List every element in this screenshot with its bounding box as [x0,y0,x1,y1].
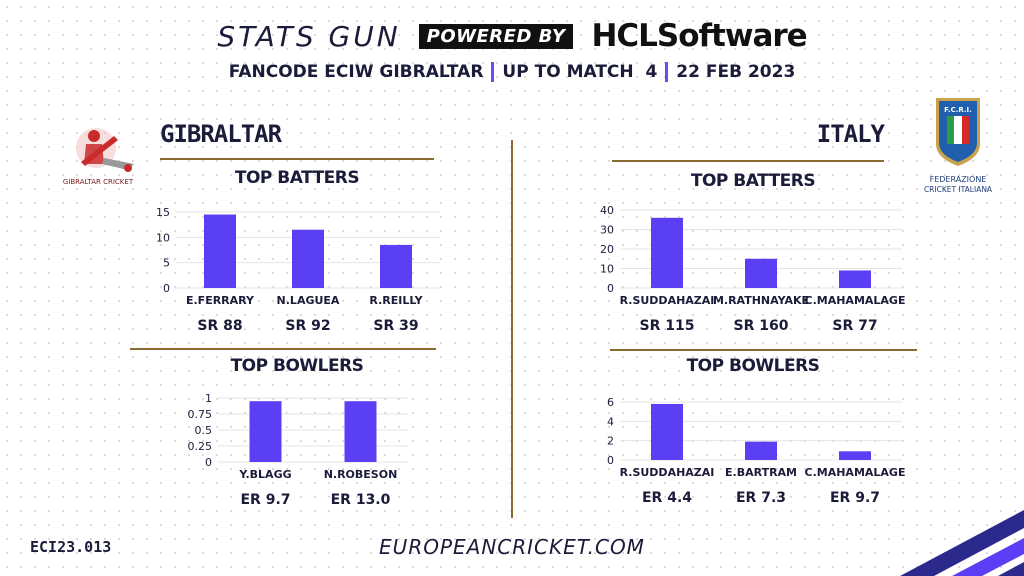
bar [380,244,412,288]
header-title: STATS GUN POWERED BY HCLSoftware [0,14,1024,58]
rate-label: ER 7.3 [736,490,786,506]
rate-label: SR 115 [640,318,695,334]
category-label: E.BARTRAM [725,466,797,479]
gold-rule [610,349,917,351]
italy-logo-text-1: FEDERAZIONE [930,175,987,184]
bar [344,401,377,462]
cricket-batter-icon: GIBRALTAR CRICKET [63,128,134,186]
bar [839,270,871,288]
y-tick-label: 30 [600,224,614,237]
rate-label: ER 9.7 [830,490,880,506]
italy-logo-abbrev: F.C.R.I. [944,106,972,114]
y-tick-label: 5 [163,257,170,270]
chart-gib-bowlers: 0 0.25 0.5 0.75 1 Y.BLAGG ER 9.7 N.ROBESON ER 13… [188,392,408,508]
section-title-gib-batters: TOP BATTERS [234,168,360,188]
bar [745,441,777,460]
subtitle-separator [491,62,495,82]
y-tick-label: 0.25 [188,440,213,453]
rate-label: ER 13.0 [331,492,391,508]
y-tick-label: 10 [156,231,170,244]
rate-label: SR 77 [832,318,877,334]
section-title-ita-batters: TOP BATTERS [690,171,816,191]
team-name-right: ITALY [816,120,885,148]
bar [204,214,236,288]
shield-icon: F.C.R.I. FEDERAZIONE CRICKET ITALIANA [924,98,993,194]
rate-label: SR 92 [285,318,330,334]
italy-logo: F.C.R.I. FEDERAZIONE CRICKET ITALIANA [916,96,1000,196]
category-label: C.MAHAMALAGE [805,294,906,307]
powered-by-badge: POWERED BY [418,23,574,49]
subtitle-date: 22 FEB 2023 [676,62,796,82]
italy-logo-text-2: CRICKET ITALIANA [924,185,993,194]
y-tick-label: 0 [607,454,614,467]
y-tick-label: 15 [156,206,170,219]
category-label: R.SUDDAHAZAI [620,466,715,479]
category-label: Y.BLAGG [238,468,291,481]
rate-label: SR 39 [373,318,418,334]
subtitle-separator [665,62,669,82]
y-tick-label: 20 [600,243,614,256]
y-tick-label: 0.5 [195,424,213,437]
y-tick-label: 1 [205,392,212,405]
y-tick-label: 10 [600,263,614,276]
bar [249,401,282,462]
decorative-stripes [900,510,1024,576]
y-tick-label: 0 [163,282,170,295]
y-tick-label: 40 [600,204,614,217]
category-label: C.MAHAMALAGE [805,466,906,479]
bar [839,451,871,460]
y-tick-label: 6 [607,396,614,409]
category-label: R.SUDDAHAZAI [620,294,715,307]
gibraltar-logo: GIBRALTAR CRICKET [56,118,140,188]
category-label: N.ROBESON [324,468,398,481]
subtitle-event: FANCODE ECIW GIBRALTAR [228,62,484,82]
gold-rule [612,160,884,162]
rate-label: ER 9.7 [240,492,290,508]
website-link[interactable]: EUROPEANCRICKET.COM [379,535,645,559]
y-tick-label: 0 [607,282,614,295]
category-label: N.LAGUEA [277,294,340,307]
y-tick-label: 0 [205,456,212,469]
category-label: E.FERRARY [186,294,255,307]
graphic-code: ECI23.013 [30,538,112,556]
bar [651,403,683,460]
y-tick-label: 0.75 [188,408,213,421]
center-divider [511,140,513,518]
bar [651,217,683,288]
gibraltar-logo-text: GIBRALTAR CRICKET [63,178,134,186]
subtitle-match: UP TO MATCH 4 [502,62,658,82]
bar [745,258,777,288]
team-name-left: GIBRALTAR [160,120,282,148]
section-title-ita-bowlers: TOP BOWLERS [686,356,820,376]
gold-rule [160,158,434,160]
subtitle: FANCODE ECIW GIBRALTAR UP TO MATCH 4 22 … [0,60,1024,84]
rate-label: SR 88 [197,318,242,334]
brand-title: STATS GUN [217,19,401,53]
section-title-gib-bowlers: TOP BOWLERS [230,356,364,376]
bar [292,229,324,288]
category-label: R.REILLY [369,294,423,307]
chart-gib-batters: 0 5 10 15 E.FERRARY SR 88 N.LAGUEA SR 92 R.REILL… [156,206,440,334]
gold-rule [130,348,436,350]
y-tick-label: 4 [607,415,614,428]
category-label: M.RATHNAYAKE [713,294,809,307]
y-tick-label: 2 [607,435,614,448]
rate-label: SR 160 [734,318,789,334]
chart-ita-batters: 0 10 20 30 40 R.SUDDAHAZAI SR 115 M.RATHNAYAKE S… [600,204,906,334]
rate-label: ER 4.4 [642,490,692,506]
chart-ita-bowlers: 0 2 4 6 R.SUDDAHAZAI ER 4.4 E.BARTRAM ER 7.3 C.M… [607,396,906,506]
sponsor-logo: HCLSoftware [591,18,807,54]
